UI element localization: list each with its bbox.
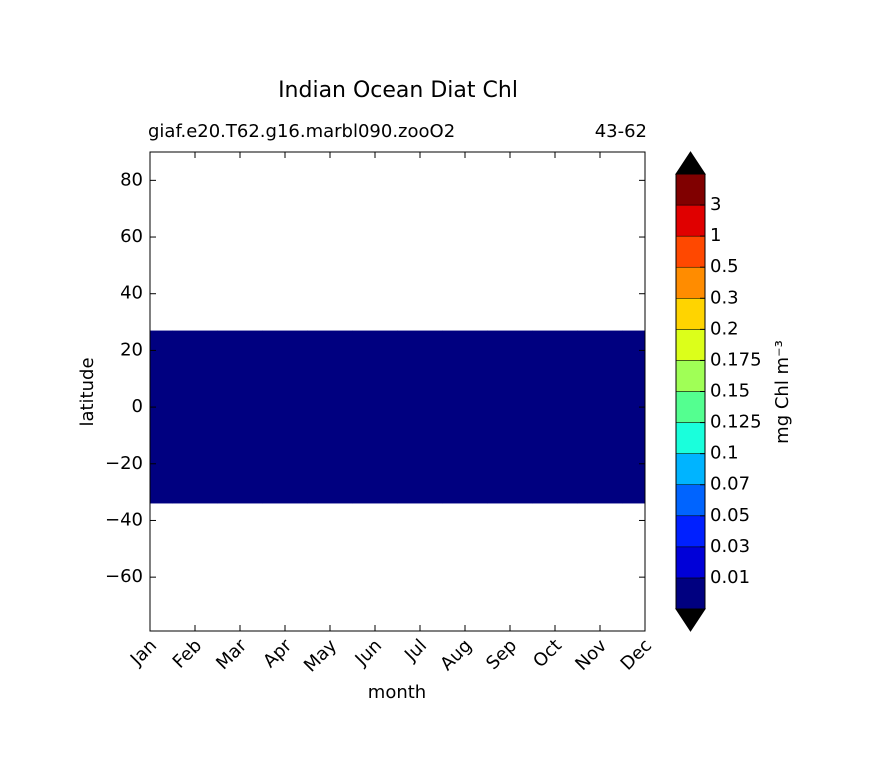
x-axis-label: month [368,682,426,703]
colorbar-tick-label: 0.01 [710,567,750,588]
cell [487,330,533,504]
y-tick-label: −20 [105,453,143,474]
cell [217,330,263,504]
chart-title: Indian Ocean Diat Chl [278,78,518,103]
cell [577,330,623,504]
colorbar-tick-label: 3 [710,194,721,215]
colorbar-tick-label: 0.1 [710,443,739,464]
colorbar-swatch [675,266,706,299]
subtitle-left: giaf.e20.T62.g16.marbl090.zooO2 [148,121,455,142]
cell [172,330,218,504]
colorbar-tick-label: 0.15 [710,381,750,402]
colorbar-swatch [675,204,706,237]
colorbar-swatch [675,391,706,423]
cell [622,330,646,504]
cell [532,330,578,504]
colorbar-swatch [675,329,706,361]
subtitle-right: 43-62 [595,121,647,142]
colorbar-swatch [675,546,706,579]
colorbar-swatch [675,484,706,517]
colorbar-tick-label: 0.175 [710,349,762,370]
colorbar-tick-label: 1 [710,225,721,246]
colorbar-swatch [675,515,706,548]
cell [397,330,443,504]
colorbar-swatch [675,360,706,392]
colorbar-swatch [675,173,706,206]
colorbar-tick-label: 0.125 [710,412,762,433]
cell [307,330,353,504]
colorbar-tick-label: 0.5 [710,256,739,277]
y-tick-label: 0 [132,396,143,417]
cell [352,330,398,504]
colorbar-tick-label: 0.05 [710,505,750,526]
cell [150,330,173,504]
colorbar-tick-label: 0.03 [710,536,750,557]
y-axis-label: latitude [77,357,98,426]
y-tick-label: −60 [105,566,143,587]
y-tick-label: 40 [120,283,143,304]
colorbar-label: mg Chl m⁻³ [772,340,793,444]
y-tick-label: 20 [120,339,143,360]
plot-frame [149,151,646,632]
colorbar-swatch [675,235,706,268]
colorbar-tick-label: 0.3 [710,287,739,308]
y-tick-label: 80 [120,169,143,190]
colorbar-swatch [675,298,706,330]
colorbar-tick-label: 0.2 [710,318,739,339]
cell [262,330,308,504]
y-tick-label: −40 [105,509,143,530]
y-tick-label: 60 [120,226,143,247]
colorbar-swatch [675,577,706,610]
colorbar-swatch [675,422,706,454]
colorbar-tick-label: 0.07 [710,474,750,495]
cell [442,330,488,504]
colorbar-swatch [675,453,706,485]
